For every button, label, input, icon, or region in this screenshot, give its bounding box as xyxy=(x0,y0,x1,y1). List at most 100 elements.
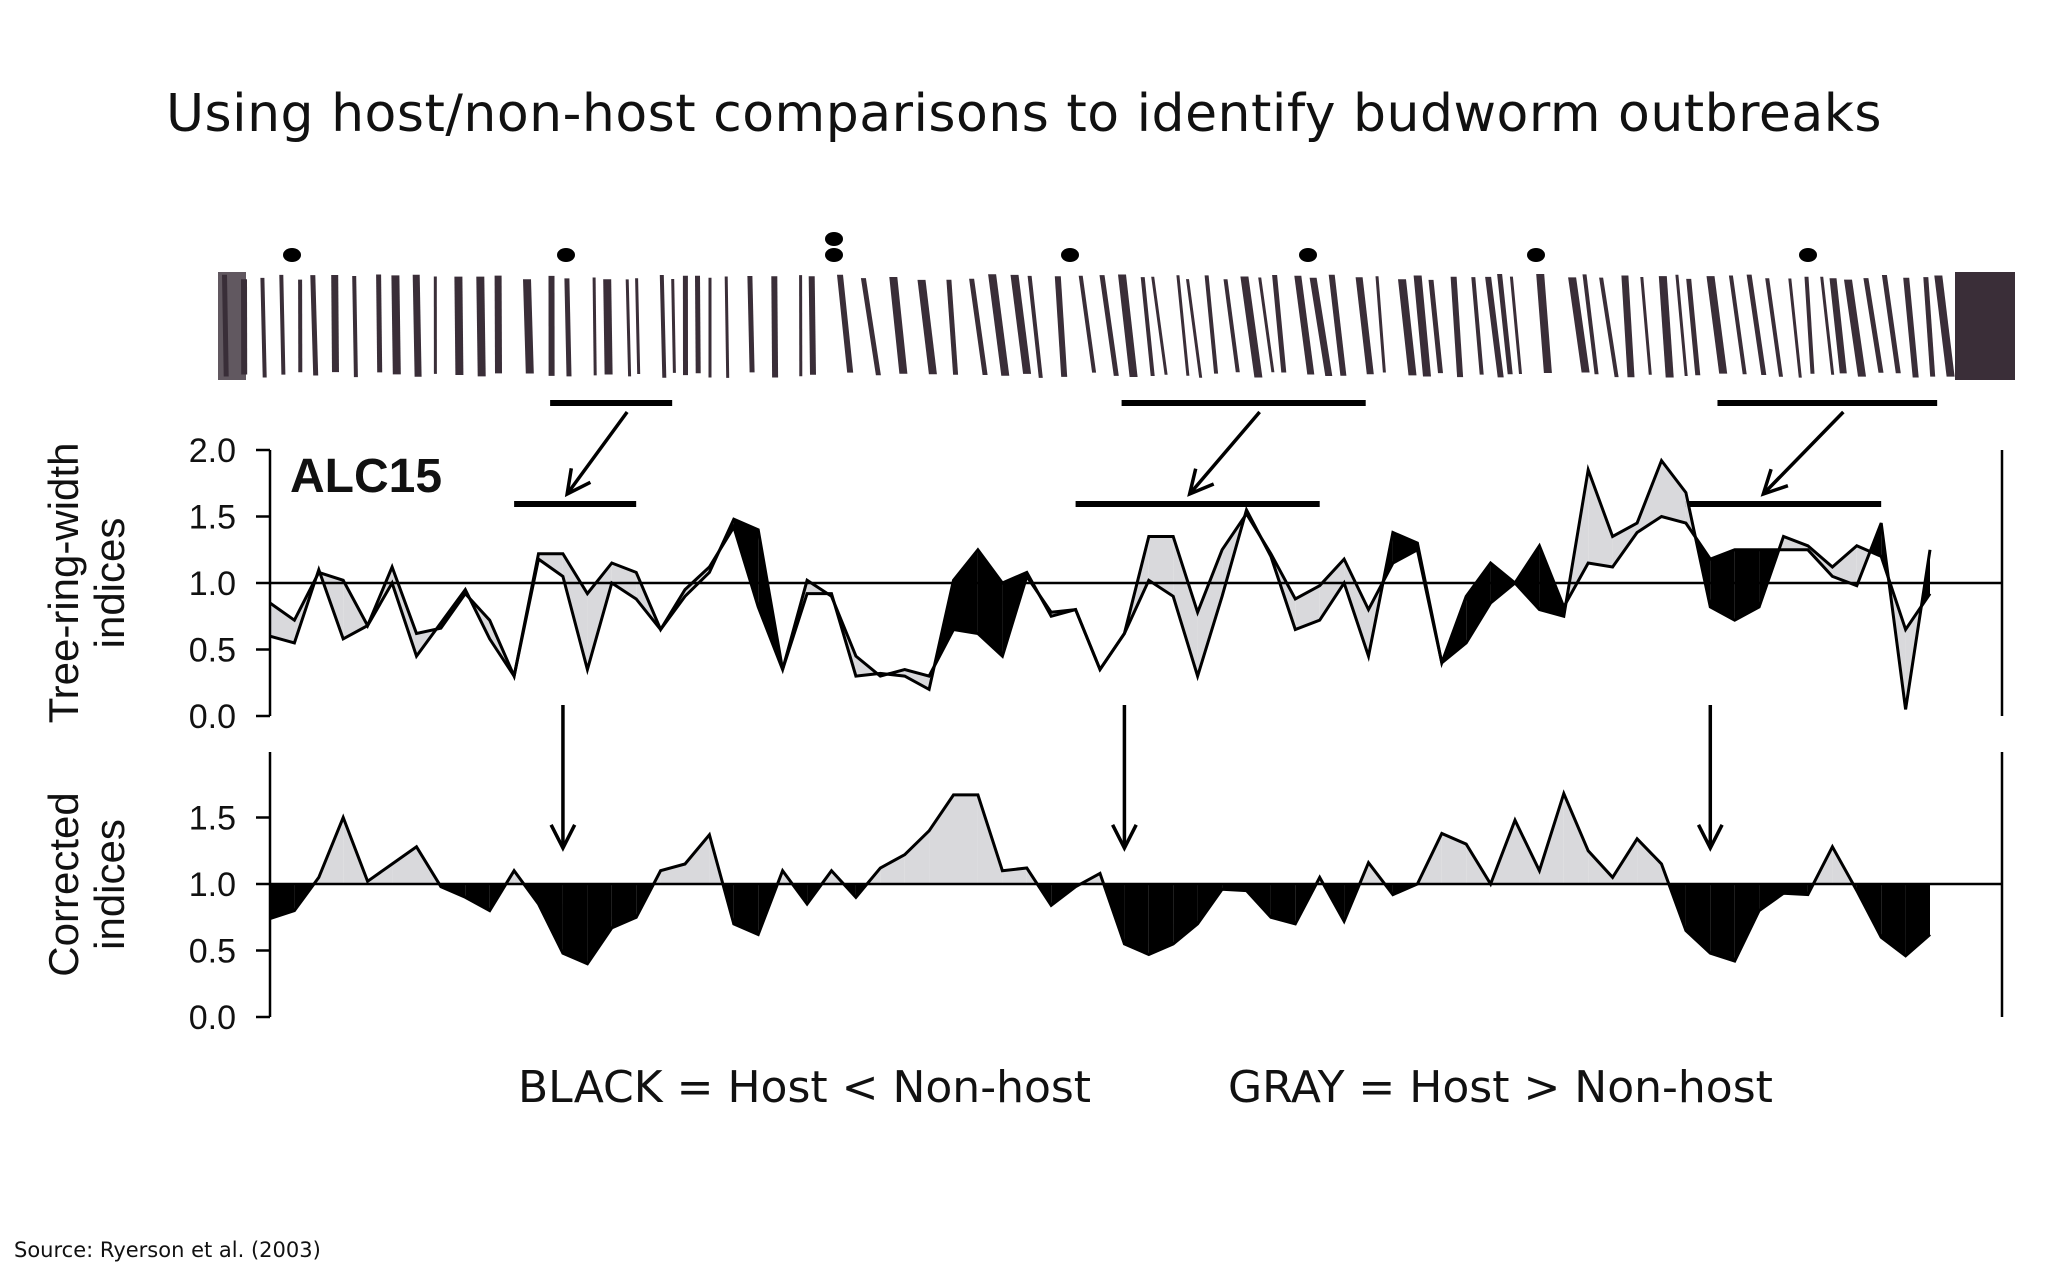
core-ring xyxy=(1485,276,1504,378)
bottom-fill-segment xyxy=(1173,884,1198,944)
core-ring xyxy=(454,276,464,375)
core-ring xyxy=(1746,274,1767,375)
outbreak-down-arrows xyxy=(549,705,1724,852)
core-dot xyxy=(825,232,843,246)
core-ring xyxy=(376,274,383,373)
core-dot xyxy=(1799,248,1817,262)
top-fill-segment xyxy=(1832,545,1857,586)
tree-ring-width-chart: ALC15 0.0 0.5 1.0 1.5 2.0 Tree-ring-width indi… xyxy=(40,432,2004,736)
top-fill-segment xyxy=(1173,536,1198,677)
core-dot xyxy=(283,248,301,262)
top-fill-segment xyxy=(1734,549,1760,621)
bottom-fill-segment xyxy=(1710,884,1735,962)
core-ring xyxy=(1536,274,1552,373)
bottom-fill-segment xyxy=(587,884,612,964)
core-ring xyxy=(1118,274,1138,377)
core-ring xyxy=(1881,275,1901,374)
diagonal-arrowhead-1 xyxy=(1187,468,1215,497)
core-ring xyxy=(659,275,667,378)
core-ring xyxy=(1675,274,1688,376)
bottom-fill-segment xyxy=(953,794,978,884)
bottom-fill-segment xyxy=(538,884,563,954)
core-ring xyxy=(1054,276,1068,377)
core-ring xyxy=(1686,278,1701,376)
top-fill-segment xyxy=(1588,469,1613,567)
core-ring xyxy=(771,276,779,378)
bottom-fill-segment xyxy=(465,884,490,911)
core-ring xyxy=(476,276,486,377)
top-fill-segment xyxy=(1661,460,1686,524)
diagonal-arrow-0 xyxy=(565,410,629,496)
core-ring xyxy=(1934,275,1955,377)
core-ring xyxy=(708,277,712,378)
top-tick-label-2: 1.0 xyxy=(189,565,236,603)
core-ring xyxy=(1450,276,1464,378)
core-ring xyxy=(682,275,688,376)
down-arrowhead-0 xyxy=(549,824,577,852)
core-ring xyxy=(1621,275,1635,378)
core-ring xyxy=(1186,279,1203,378)
top-y-label-1: indices xyxy=(86,518,133,649)
top-fill-segment xyxy=(1515,545,1540,610)
legend-black: BLACK = Host < Non-host xyxy=(518,1062,1092,1113)
core-ring xyxy=(1204,275,1219,374)
core-ring xyxy=(331,275,339,373)
top-fill-segment xyxy=(1148,536,1174,597)
core-ring xyxy=(695,275,701,374)
core-ring xyxy=(1820,276,1835,375)
top-fill-segment xyxy=(270,603,295,643)
top-fill-segment xyxy=(611,563,637,599)
top-tick-label-3: 1.5 xyxy=(189,499,236,537)
bottom-fill-segment xyxy=(733,884,759,935)
bottom-fill-segment xyxy=(506,870,515,884)
core-ring xyxy=(1582,274,1599,375)
core-ring xyxy=(352,276,358,378)
core-ring xyxy=(1497,274,1513,375)
core-dot xyxy=(1061,248,1079,262)
core-ring xyxy=(279,274,286,375)
core-ring xyxy=(969,278,988,375)
core-ring xyxy=(391,275,401,375)
core-ring xyxy=(1099,275,1119,376)
bottom-fill-segment xyxy=(1441,833,1467,884)
core-ring xyxy=(1078,275,1097,373)
core-ring xyxy=(1788,278,1802,378)
bottom-y-label-0: Corrected xyxy=(40,792,87,976)
core-ring xyxy=(298,279,303,373)
core-ring xyxy=(625,279,632,377)
bottom-fill-segment xyxy=(1881,884,1906,956)
core-ring xyxy=(1765,278,1783,377)
top-fill-segment xyxy=(1392,532,1418,563)
core-ring xyxy=(799,275,803,377)
core-ring xyxy=(671,279,676,373)
core-ring xyxy=(310,275,319,376)
tree-core-image xyxy=(218,272,2015,380)
bottom-tick-label-3: 1.5 xyxy=(189,800,236,838)
core-ring xyxy=(433,276,437,374)
core-ring xyxy=(1151,276,1168,375)
core-ring xyxy=(1706,276,1728,374)
core-ring xyxy=(1599,277,1619,378)
bottom-fill-segment xyxy=(660,864,685,884)
core-ring xyxy=(946,279,959,375)
bottom-fill-segment xyxy=(1637,838,1662,884)
bottom-fill-segment xyxy=(1783,884,1808,895)
site-label: ALC15 xyxy=(290,450,442,503)
core-ring xyxy=(1428,279,1443,374)
bottom-tick-label-1: 0.5 xyxy=(189,933,236,971)
core-ring xyxy=(1328,274,1347,376)
core-ring xyxy=(1471,277,1484,375)
core-ring xyxy=(1568,277,1590,373)
core-ring xyxy=(1240,276,1263,378)
core-ring xyxy=(1294,275,1315,375)
bottom-fill-segment xyxy=(1563,793,1589,884)
core-ring xyxy=(1223,279,1240,373)
top-y-label-0: Tree-ring-width xyxy=(40,443,87,724)
bottom-fill-segment xyxy=(1002,868,1027,884)
top-fill-segment xyxy=(1466,563,1491,643)
core-ring xyxy=(592,277,597,376)
bottom-tick-label-2: 1.0 xyxy=(189,866,236,904)
bottom-fill-segment xyxy=(1148,884,1174,955)
source-citation: Source: Ryerson et al. (2003) xyxy=(14,1238,321,1262)
